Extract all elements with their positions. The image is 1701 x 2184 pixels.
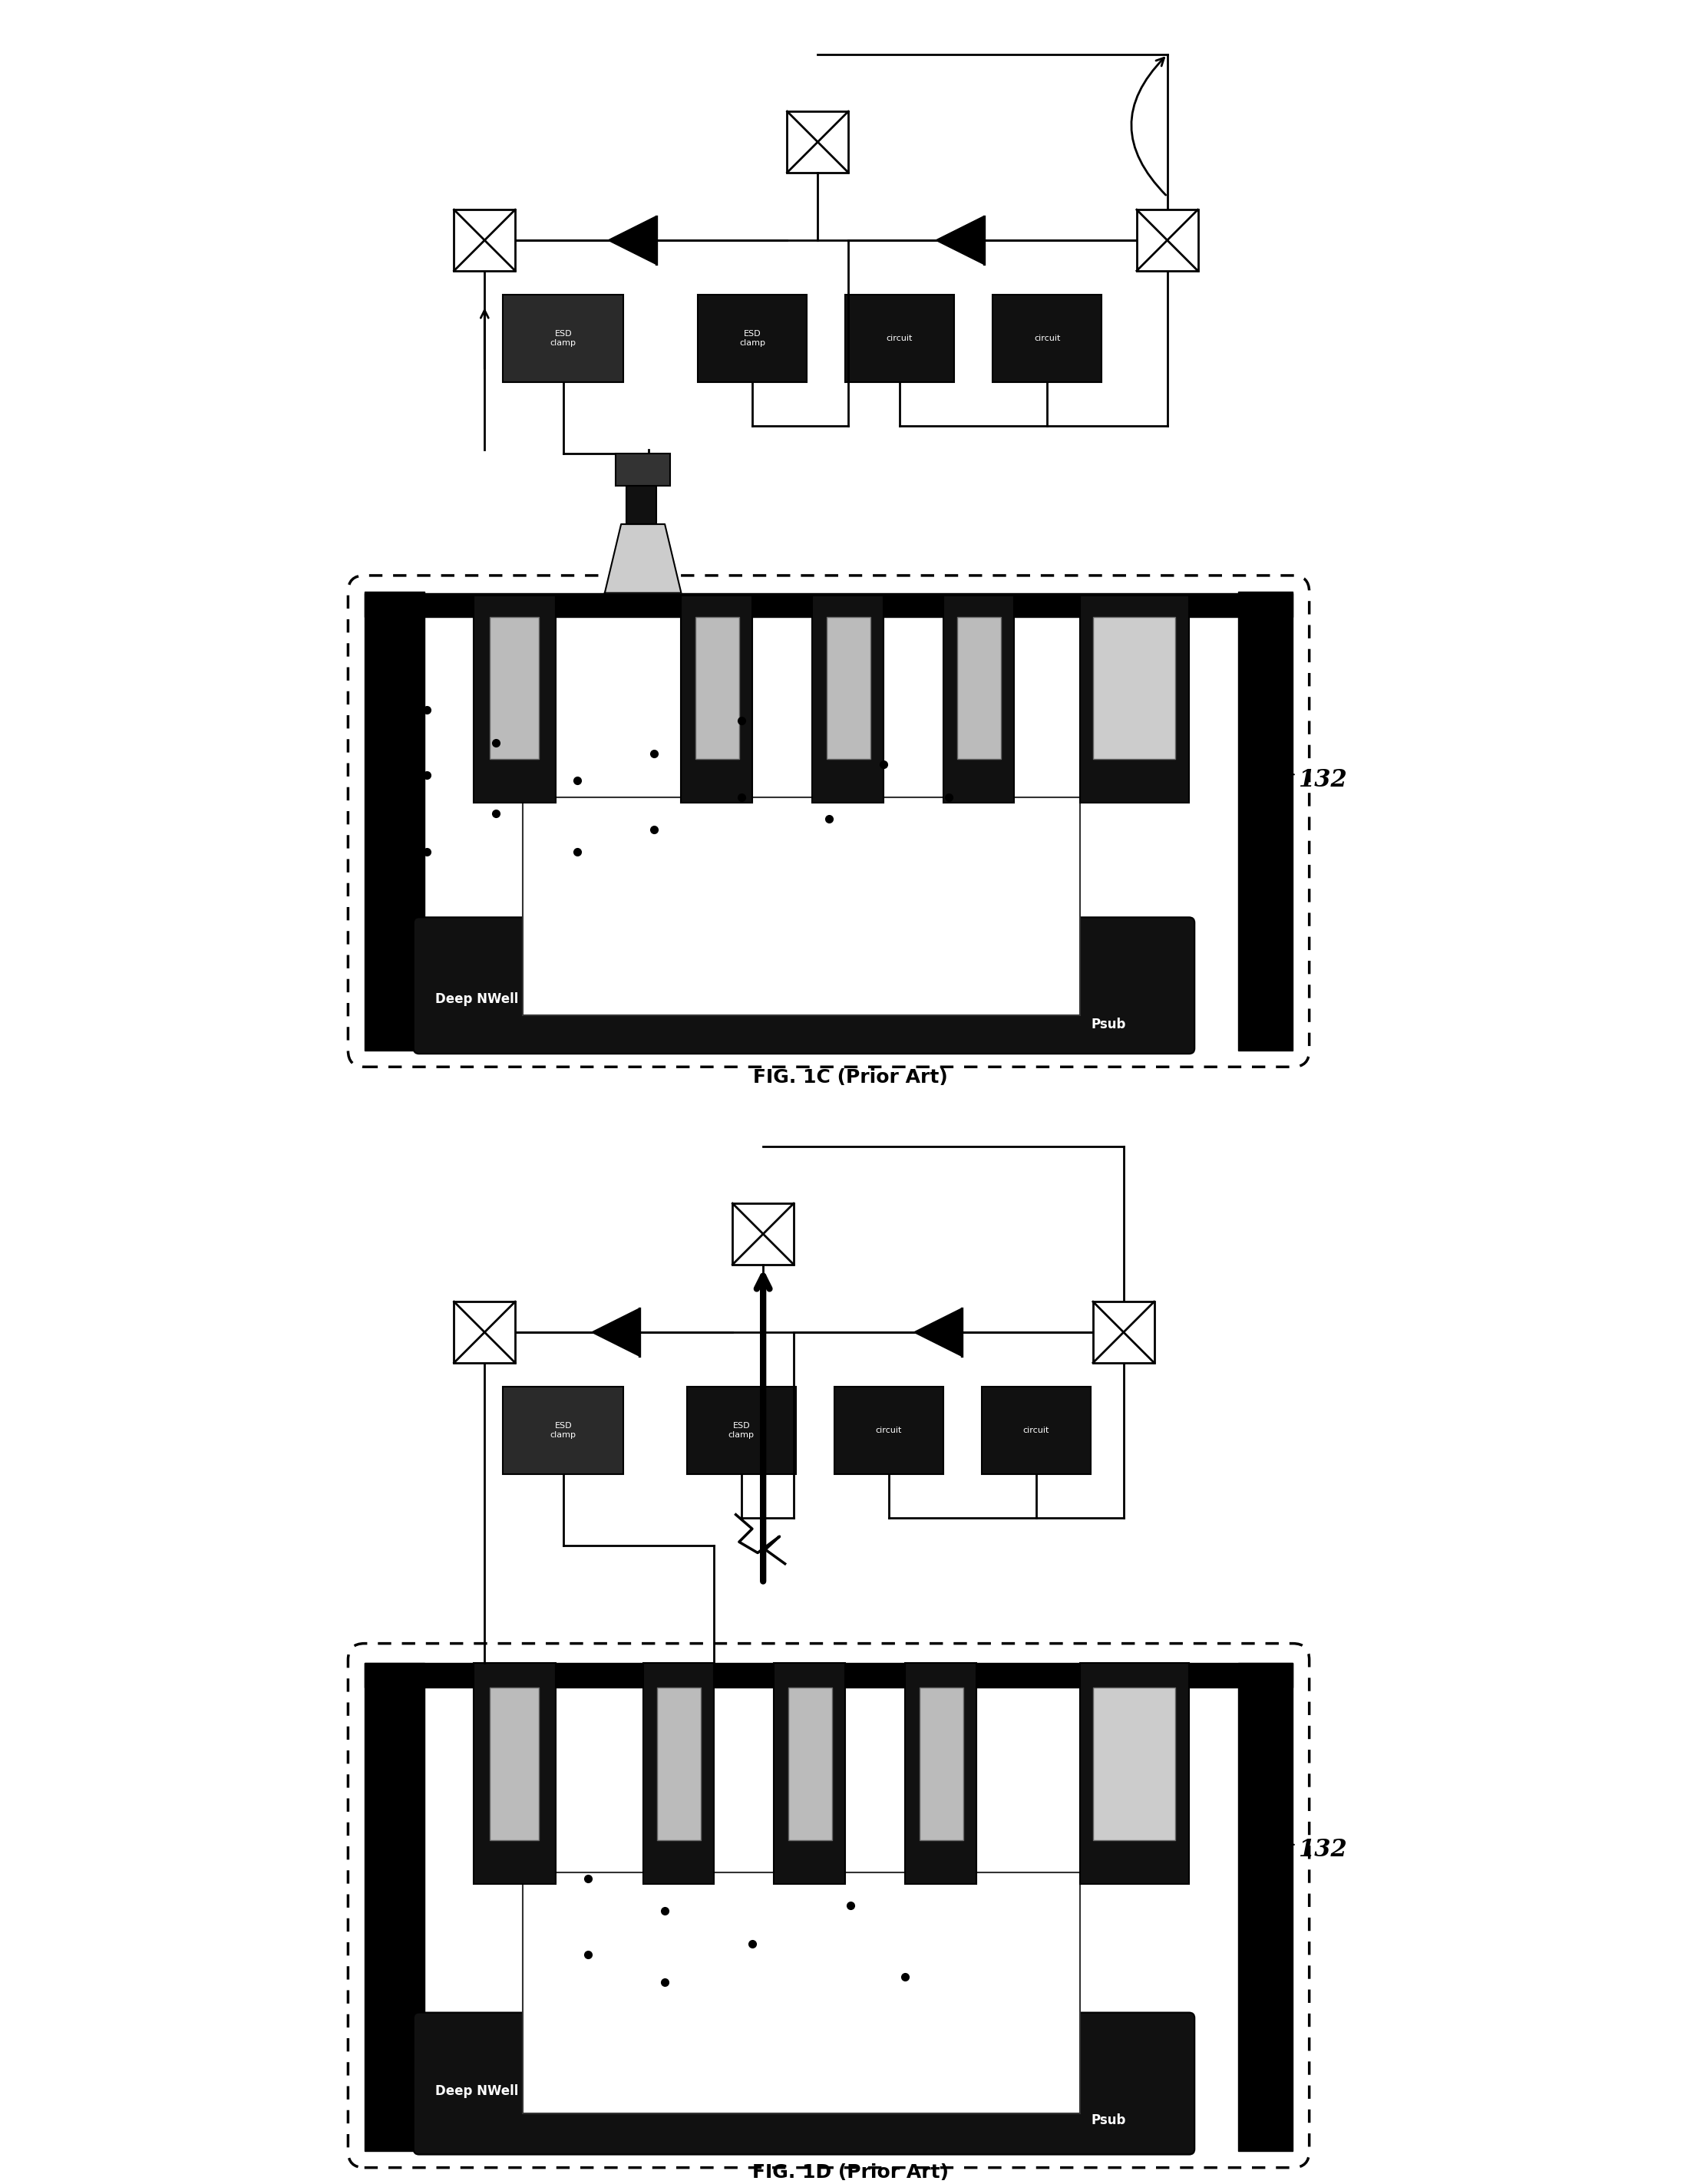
- Bar: [845, 295, 954, 382]
- Text: ESD
clamp: ESD clamp: [549, 1422, 577, 1439]
- Bar: [454, 1302, 515, 1363]
- Bar: [1094, 1302, 1155, 1363]
- Polygon shape: [606, 524, 680, 592]
- Bar: [616, 454, 670, 487]
- Polygon shape: [607, 216, 657, 264]
- Bar: [643, 1664, 714, 1883]
- Bar: [981, 1387, 1090, 1474]
- Text: 132: 132: [1240, 764, 1347, 791]
- Bar: [454, 210, 515, 271]
- Bar: [919, 1686, 963, 1839]
- FancyBboxPatch shape: [349, 1642, 1310, 2167]
- Bar: [958, 618, 1002, 760]
- Bar: [490, 618, 539, 760]
- Polygon shape: [592, 1308, 640, 1356]
- Text: FIG. 1C (Prior Art): FIG. 1C (Prior Art): [754, 1068, 947, 1085]
- Bar: [813, 594, 883, 802]
- Bar: [626, 487, 657, 524]
- Bar: [687, 1387, 796, 1474]
- Text: circuit: circuit: [1034, 334, 1060, 343]
- Text: FIG. 1D (Prior Art): FIG. 1D (Prior Art): [752, 2164, 949, 2182]
- Bar: [774, 1664, 845, 1883]
- Bar: [1136, 210, 1198, 271]
- Bar: [696, 618, 740, 760]
- Bar: [697, 295, 806, 382]
- Bar: [1238, 592, 1293, 1051]
- Bar: [733, 1203, 794, 1265]
- Bar: [364, 1664, 425, 2151]
- Bar: [992, 295, 1102, 382]
- Bar: [1080, 594, 1189, 802]
- Text: circuit: circuit: [1022, 1426, 1050, 1435]
- Bar: [503, 1387, 623, 1474]
- Text: ESD
clamp: ESD clamp: [549, 330, 577, 347]
- Bar: [522, 797, 1080, 1016]
- Bar: [473, 594, 556, 802]
- Bar: [788, 1686, 832, 1839]
- Text: circuit: circuit: [886, 334, 913, 343]
- Bar: [473, 1664, 556, 1883]
- Bar: [1094, 618, 1175, 760]
- Bar: [503, 295, 623, 382]
- Bar: [364, 592, 1293, 616]
- Text: ESD
clamp: ESD clamp: [728, 1422, 754, 1439]
- Bar: [490, 1686, 539, 1839]
- Bar: [827, 618, 871, 760]
- Bar: [522, 1872, 1080, 2114]
- Bar: [657, 1686, 701, 1839]
- Text: Psub: Psub: [1090, 1018, 1126, 1031]
- Bar: [680, 594, 752, 802]
- FancyBboxPatch shape: [413, 2014, 1194, 2153]
- Bar: [1238, 1664, 1293, 2151]
- Bar: [364, 592, 425, 1051]
- Bar: [364, 1664, 1293, 1686]
- Bar: [944, 594, 1014, 802]
- FancyBboxPatch shape: [413, 917, 1194, 1053]
- Bar: [905, 1664, 976, 1883]
- Polygon shape: [936, 216, 983, 264]
- Text: Deep NWell: Deep NWell: [435, 2084, 519, 2099]
- Bar: [1080, 1664, 1189, 1883]
- Bar: [1094, 1686, 1175, 1839]
- Text: 132: 132: [1240, 1835, 1347, 1861]
- Text: NWell: NWell: [425, 812, 469, 826]
- Bar: [788, 111, 849, 173]
- Text: circuit: circuit: [876, 1426, 902, 1435]
- FancyBboxPatch shape: [349, 574, 1310, 1066]
- Text: ESD
clamp: ESD clamp: [740, 330, 765, 347]
- Bar: [833, 1387, 944, 1474]
- Text: Deep NWell: Deep NWell: [435, 992, 519, 1007]
- Text: Psub: Psub: [1090, 2114, 1126, 2127]
- Text: NWell: NWell: [425, 1894, 469, 1907]
- Polygon shape: [913, 1308, 961, 1356]
